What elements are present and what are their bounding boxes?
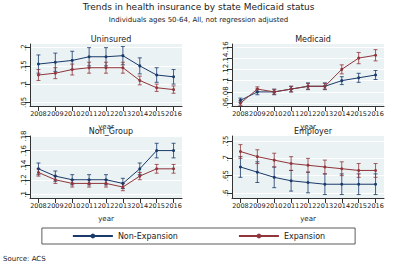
svg-text:2011: 2011	[283, 110, 300, 118]
svg-text:Non-Expansion: Non-Expansion	[118, 232, 178, 241]
svg-text:.05: .05	[20, 97, 28, 108]
svg-text:.14: .14	[222, 52, 230, 64]
svg-text:2012: 2012	[300, 110, 317, 118]
svg-text:.1: .1	[20, 191, 28, 198]
svg-text:.12: .12	[222, 64, 230, 75]
svg-text:.2: .2	[20, 44, 28, 51]
svg-text:2014: 2014	[334, 110, 351, 118]
svg-text:Trends in health insurance by: Trends in health insurance by state Medi…	[82, 2, 315, 12]
svg-text:.6: .6	[222, 189, 230, 196]
svg-text:2016: 2016	[165, 110, 182, 118]
svg-text:2015: 2015	[350, 110, 367, 118]
svg-text:.7: .7	[222, 155, 230, 162]
svg-text:2016: 2016	[367, 110, 384, 118]
svg-text:Source: ACS: Source: ACS	[3, 255, 46, 263]
svg-text:2016: 2016	[165, 202, 182, 210]
svg-text:.14: .14	[20, 159, 28, 171]
svg-text:2008: 2008	[232, 110, 249, 118]
svg-text:2011: 2011	[81, 202, 98, 210]
svg-text:.16: .16	[20, 144, 28, 156]
svg-text:Non_Group: Non_Group	[89, 127, 133, 136]
svg-text:2008: 2008	[30, 110, 47, 118]
svg-text:.08: .08	[222, 86, 230, 97]
svg-text:2008: 2008	[30, 202, 47, 210]
svg-text:2009: 2009	[47, 110, 64, 118]
svg-text:.65: .65	[222, 170, 230, 181]
svg-text:2010: 2010	[266, 202, 283, 210]
svg-text:Uninsured: Uninsured	[91, 35, 132, 44]
svg-text:2014: 2014	[132, 110, 149, 118]
svg-text:2008: 2008	[232, 202, 249, 210]
svg-text:2012: 2012	[98, 110, 115, 118]
svg-text:2011: 2011	[283, 202, 300, 210]
svg-text:2009: 2009	[47, 202, 64, 210]
svg-text:2012: 2012	[98, 202, 115, 210]
svg-text:.12: .12	[20, 174, 28, 185]
svg-text:2009: 2009	[249, 110, 266, 118]
svg-text:.1: .1	[20, 81, 28, 88]
svg-text:2010: 2010	[64, 202, 81, 210]
svg-text:2010: 2010	[266, 110, 283, 118]
svg-text:.18: .18	[20, 130, 28, 141]
svg-text:.15: .15	[20, 60, 28, 71]
svg-text:.75: .75	[222, 136, 230, 147]
svg-text:Medicaid: Medicaid	[295, 35, 331, 44]
svg-text:2011: 2011	[81, 110, 98, 118]
svg-text:2014: 2014	[334, 202, 351, 210]
svg-text:.16: .16	[222, 41, 230, 53]
svg-text:Employer: Employer	[294, 127, 333, 136]
svg-text:2013: 2013	[317, 110, 334, 118]
svg-text:2009: 2009	[249, 202, 266, 210]
svg-text:Individuals ages 50-64, All, n: Individuals ages 50-64, All, not regress…	[109, 16, 288, 24]
svg-text:2016: 2016	[367, 202, 384, 210]
svg-text:.06: .06	[222, 97, 230, 109]
svg-text:2013: 2013	[317, 202, 334, 210]
svg-text:2015: 2015	[148, 202, 165, 210]
svg-text:.1: .1	[222, 77, 230, 84]
svg-text:2010: 2010	[64, 110, 81, 118]
svg-text:2013: 2013	[115, 110, 132, 118]
svg-text:year: year	[98, 215, 114, 223]
svg-text:Expansion: Expansion	[284, 232, 325, 241]
svg-text:2015: 2015	[148, 110, 165, 118]
svg-text:2015: 2015	[350, 202, 367, 210]
svg-text:year: year	[300, 215, 316, 223]
svg-text:2013: 2013	[115, 202, 132, 210]
svg-text:2014: 2014	[132, 202, 149, 210]
svg-text:2012: 2012	[300, 202, 317, 210]
